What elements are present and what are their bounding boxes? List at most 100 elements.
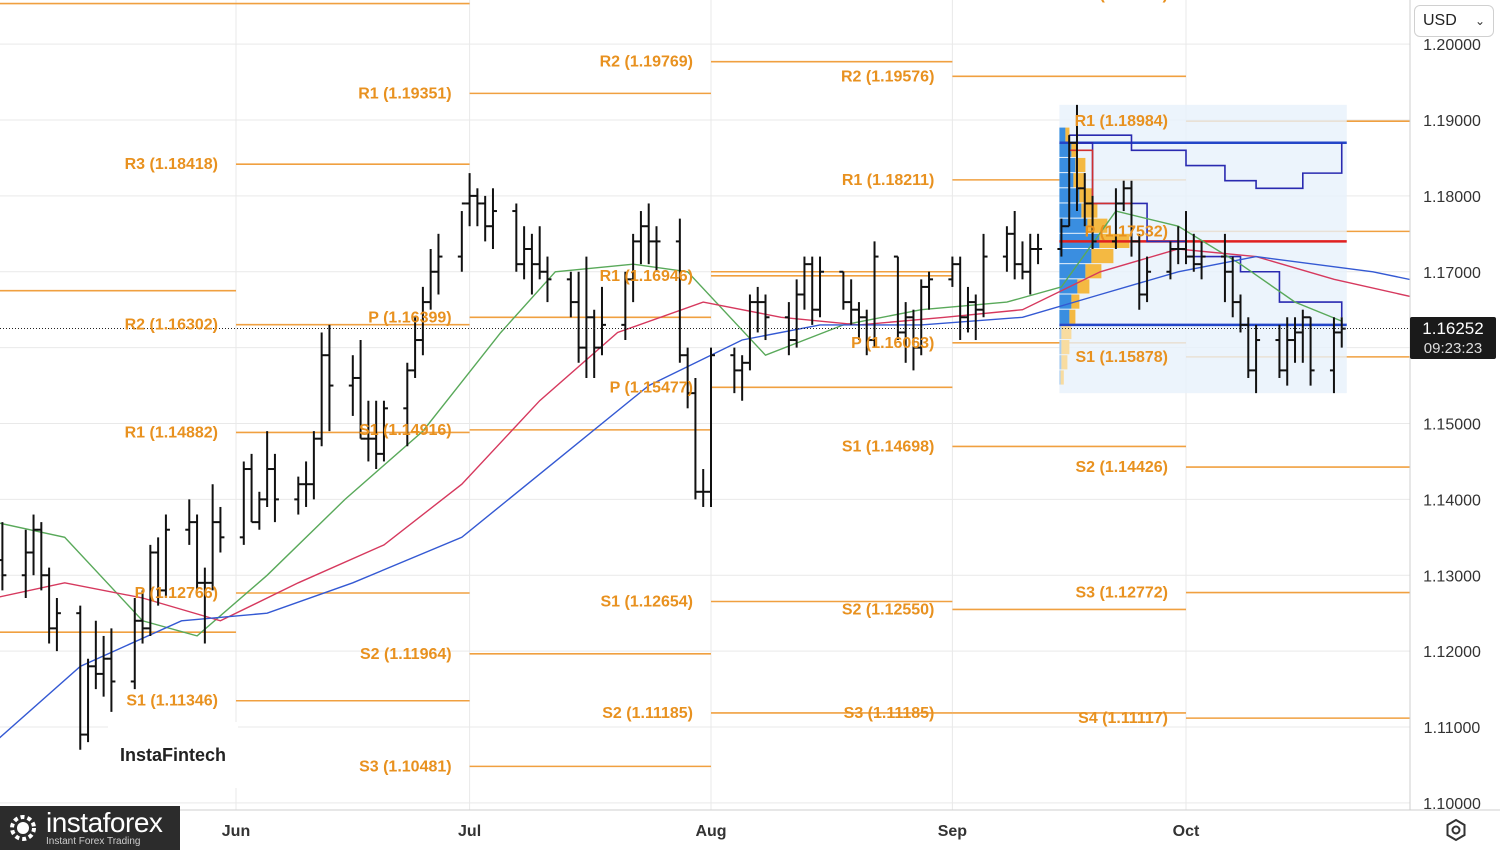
instaforex-logo-text: instaforex (46, 807, 163, 838)
ohlc-bar (644, 203, 653, 265)
ohlc-bar (738, 355, 747, 401)
price-tick-label: 1.13000 (1423, 568, 1481, 585)
ohlc-bar (29, 514, 38, 576)
volume-row-sell (1091, 248, 1114, 264)
ohlc-bar (317, 332, 326, 447)
ohlc-bar (925, 271, 934, 310)
ohlc-bar (1236, 294, 1245, 333)
ohlc-bar (870, 241, 879, 348)
pivot-label: S3 (1.10481) (359, 758, 452, 775)
price-tick-label: 1.18000 (1423, 189, 1481, 206)
ohlc-bar (800, 256, 809, 310)
volume-row-sell (1079, 188, 1094, 203)
pivot-label: R1 (1.16946) (600, 268, 693, 285)
ohlc-bar (948, 256, 957, 287)
volume-row-buy (1059, 173, 1074, 188)
ohlc-bar (146, 544, 155, 636)
ohlc-bar (730, 347, 739, 394)
ohlc-bar (1189, 233, 1198, 272)
ohlc-bar (372, 400, 381, 470)
price-tick-label: 1.15000 (1423, 417, 1481, 434)
ohlc-bar (76, 605, 85, 750)
last-price-tag: 1.16252 09:23:23 (1410, 317, 1496, 359)
pivot-label: R1 (1.18211) (842, 172, 935, 189)
ohlc-bar (629, 233, 638, 303)
ohlc-bar (745, 294, 754, 371)
ohlc-bar (488, 188, 497, 249)
ohlc-bar (1034, 233, 1043, 265)
volume-row-sell (1061, 324, 1072, 340)
pivot-label: S4 (1.11117) (1078, 710, 1168, 727)
ohlc-bar (543, 256, 552, 303)
ohlc-bar (185, 499, 194, 545)
ohlc-bar (707, 347, 715, 507)
volume-row-sell (1073, 173, 1086, 188)
currency-select[interactable]: USD ⌄ (1414, 5, 1494, 37)
settings-gear-icon[interactable] (1444, 818, 1468, 842)
ohlc-bar (1135, 233, 1144, 310)
ohlc-bar (481, 195, 490, 242)
ohlc-bar (683, 347, 692, 409)
ohlc-bar (691, 377, 700, 500)
ohlc-bar (270, 453, 279, 523)
ohlc-bar (1306, 316, 1315, 386)
last-price: 1.16252 (1422, 319, 1484, 338)
ohlc-bar (761, 294, 770, 341)
ohlc-bar (1197, 241, 1206, 280)
ohlc-bar (364, 400, 373, 462)
price-tick-label: 1.12000 (1423, 644, 1481, 661)
pivot-label: P (1.16063) (851, 335, 934, 352)
instaforex-tagline: Instant Forex Trading (46, 836, 141, 847)
ohlc-bar (1244, 317, 1253, 378)
ohlc-bar (1291, 317, 1300, 363)
ohlc-bar (847, 279, 856, 325)
ohlc-bar (566, 271, 575, 318)
ohlc-bar (91, 620, 100, 690)
ohlc-bar (621, 271, 630, 341)
pivot-labels: R4 (1.20535)R3 (1.18418)R2 (1.16302)R1 (… (125, 0, 1168, 775)
instaforex-logo-icon (10, 815, 36, 841)
ohlc-bar (1072, 104, 1081, 212)
pivot-label: S2 (1.11964) (360, 646, 452, 663)
ohlc-bar (208, 484, 217, 591)
chevron-down-icon: ⌄ (1474, 14, 1485, 28)
ohlc-bar (1127, 180, 1136, 257)
ohlc-bar (862, 309, 871, 356)
volume-row-sell (1069, 309, 1076, 324)
pivot-label: P (1.15477) (610, 379, 693, 396)
time-tick-label: Jun (222, 823, 250, 840)
volume-row-buy (1059, 324, 1062, 340)
ohlc-bar (1182, 211, 1190, 265)
ohlc-bar (1026, 233, 1035, 295)
volume-row-sell (1075, 157, 1086, 173)
ohlc-bar (154, 537, 163, 606)
price-tick-label: 1.10000 (1423, 796, 1481, 813)
ohlc-bar (1275, 324, 1284, 378)
ohlc-bar (1065, 135, 1074, 228)
ohlc-bar (893, 255, 902, 341)
ohlc-bar (473, 188, 482, 227)
pivot-label: S2 (1.11185) (602, 705, 693, 722)
ohlc-bar (325, 324, 334, 432)
pivot-label: R2 (1.19576) (841, 68, 934, 85)
price-axis-bg (1410, 0, 1500, 850)
pivot-label: R2 (1.16302) (125, 317, 218, 334)
ohlc-bar (21, 529, 30, 599)
price-tick-label: 1.17000 (1423, 265, 1481, 282)
ohlc-bar (45, 567, 54, 644)
ohlc-bar (411, 317, 420, 378)
ohlc-bar (854, 302, 863, 341)
pivot-label: S2 (1.12550) (842, 601, 935, 618)
ohlc-bar (652, 226, 661, 272)
ohlc-bar (636, 211, 645, 265)
ohlc-bar (107, 628, 116, 712)
volume-row-buy (1059, 340, 1062, 355)
ohlc-bar (1018, 241, 1027, 280)
ohlc-bar (200, 567, 209, 644)
ohlc-bar (0, 522, 7, 591)
ohlc-bar (839, 270, 848, 310)
ohlc-bar (1057, 218, 1066, 257)
ohlc-bar (161, 514, 170, 599)
